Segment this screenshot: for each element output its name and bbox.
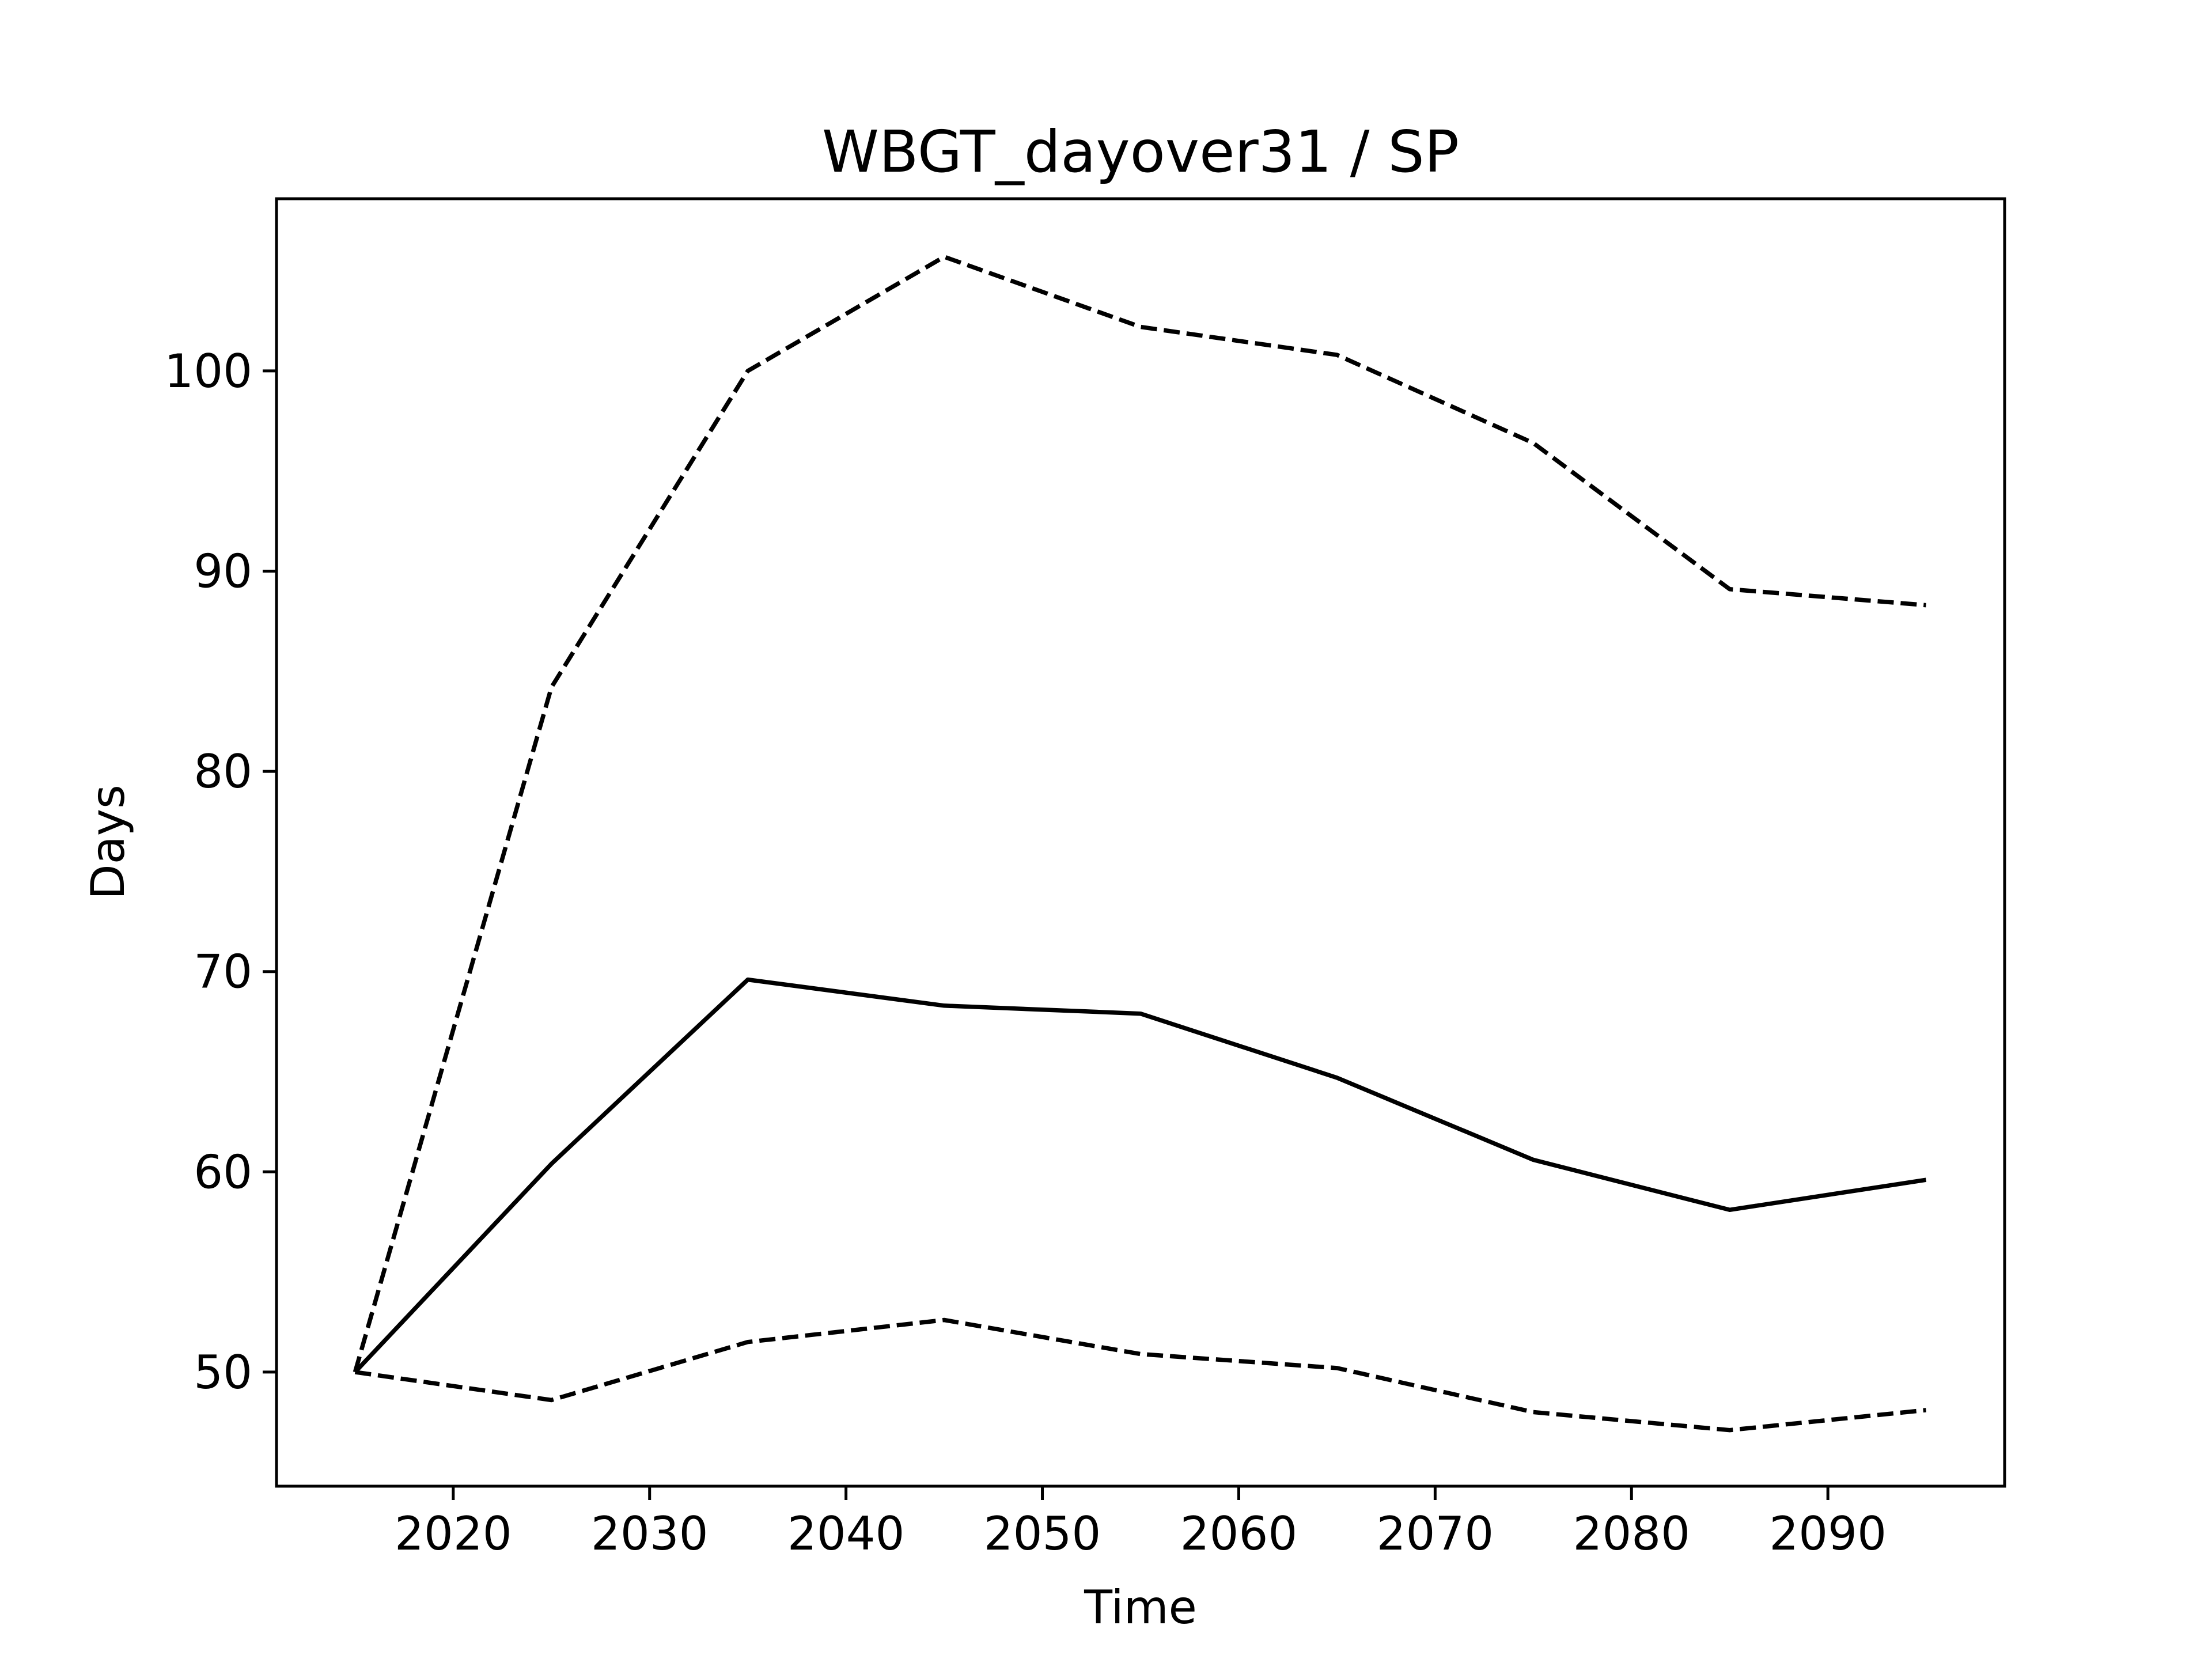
y-tick-label: 90 (194, 545, 252, 599)
chart-title: WBGT_dayover31 / SP (822, 118, 1459, 185)
y-tick-label: 60 (194, 1145, 252, 1199)
y-axis-title: Days (81, 785, 135, 900)
plot-lines (353, 255, 1927, 1433)
series-line-dashed-1 (353, 255, 1926, 1373)
x-axis-title: Time (1084, 1581, 1197, 1634)
series-line-solid (353, 977, 1927, 1374)
x-tick-label: 2050 (984, 1507, 1101, 1560)
x-tick-label: 2020 (395, 1507, 512, 1560)
x-tick-label: 2090 (1769, 1507, 1887, 1560)
y-tick-label: 80 (194, 745, 252, 798)
y-tick-label: 100 (164, 344, 252, 398)
y-axis: 50 60 70 80 90 100 (164, 344, 276, 1399)
plot-frame (275, 197, 2006, 1488)
x-tick-label: 2080 (1573, 1507, 1690, 1560)
x-tick-label: 2030 (591, 1507, 709, 1560)
x-tick-label: 2040 (787, 1507, 905, 1560)
x-axis: 2020 2030 2040 2050 2060 2070 2080 2090 (395, 1486, 1887, 1560)
x-tick-label: 2060 (1180, 1507, 1298, 1560)
x-tick-label: 2070 (1377, 1507, 1494, 1560)
series-line-dashed-2 (354, 1317, 1926, 1433)
y-tick-label: 50 (194, 1346, 252, 1399)
y-tick-label: 70 (194, 945, 252, 999)
